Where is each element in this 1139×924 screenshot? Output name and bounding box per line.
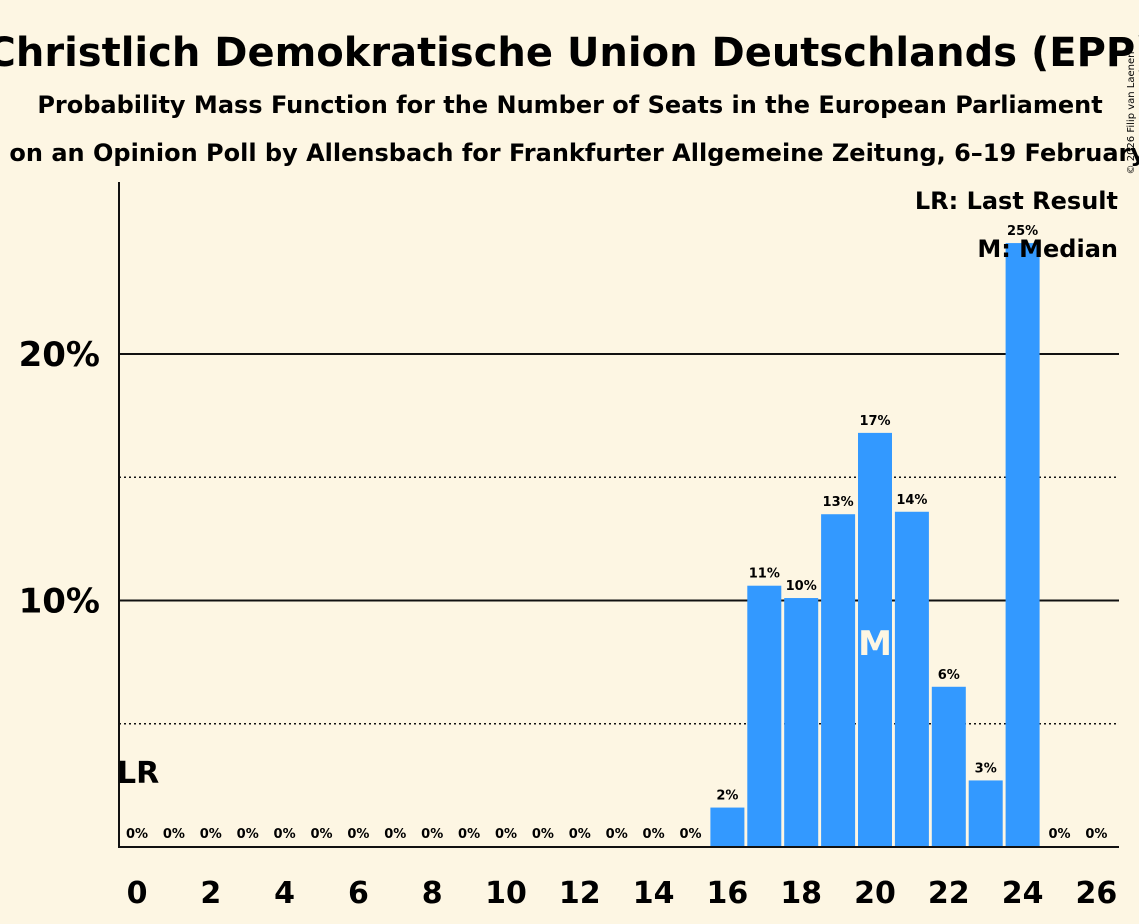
bar-label-seat-2: 0% xyxy=(200,827,222,842)
y-tick-10: 10% xyxy=(19,582,100,622)
bars xyxy=(710,243,1040,847)
last-result-marker: LR xyxy=(117,756,159,791)
y-tick-20: 20% xyxy=(19,335,100,375)
bar-seat-20 xyxy=(858,432,892,847)
x-tick-14: 14 xyxy=(633,876,675,911)
bar-label-seat-0: 0% xyxy=(126,827,148,842)
bar-label-seat-8: 0% xyxy=(421,827,443,842)
bar-seat-16 xyxy=(710,807,745,847)
x-tick-26: 26 xyxy=(1076,876,1118,911)
bar-label-seat-18: 10% xyxy=(786,579,817,594)
x-tick-18: 18 xyxy=(780,876,822,911)
x-tick-10: 10 xyxy=(485,876,527,911)
x-tick-labels: 0 2 4 6 8 10 12 14 16 18 20 22 24 26 xyxy=(127,876,1118,911)
bar-seat-19 xyxy=(821,514,856,847)
bar-label-seat-17: 11% xyxy=(749,567,780,582)
bar-label-seat-20: 17% xyxy=(859,414,890,429)
x-tick-22: 22 xyxy=(928,876,970,911)
bar-seat-18 xyxy=(784,598,819,847)
axes xyxy=(118,182,1119,848)
bar-label-seat-12: 0% xyxy=(569,827,591,842)
bar-label-seat-13: 0% xyxy=(606,827,628,842)
chart-source: Based on an Opinion Poll by Allensbach f… xyxy=(0,139,1139,167)
x-tick-16: 16 xyxy=(707,876,749,911)
x-tick-0: 0 xyxy=(127,876,148,911)
bar-seat-24 xyxy=(1005,243,1040,847)
bar-label-seat-5: 0% xyxy=(310,827,332,842)
bar-seat-23 xyxy=(968,780,1003,847)
legend-median: M: Median xyxy=(977,235,1118,263)
gridlines xyxy=(119,353,1119,725)
bar-label-seat-24: 25% xyxy=(1007,224,1038,239)
legend-last-result: LR: Last Result xyxy=(915,187,1118,215)
bar-label-seat-21: 14% xyxy=(896,493,927,508)
bar-label-seat-22: 6% xyxy=(938,668,960,683)
bar-seat-17 xyxy=(747,585,782,847)
x-tick-8: 8 xyxy=(422,876,443,911)
chart-subtitle: Probability Mass Function for the Number… xyxy=(37,91,1102,119)
bar-label-seat-9: 0% xyxy=(458,827,480,842)
x-tick-20: 20 xyxy=(854,876,896,911)
x-tick-2: 2 xyxy=(200,876,221,911)
x-tick-4: 4 xyxy=(274,876,295,911)
bar-label-seat-6: 0% xyxy=(347,827,369,842)
bar-seat-21 xyxy=(894,511,929,847)
bar-label-seat-19: 13% xyxy=(823,495,854,510)
bar-seat-22 xyxy=(931,686,966,847)
x-tick-6: 6 xyxy=(348,876,369,911)
y-tick-labels: 10% 20% xyxy=(19,335,100,622)
bar-label-seat-3: 0% xyxy=(237,827,259,842)
bar-label-seat-25: 0% xyxy=(1048,827,1070,842)
bar-label-seat-26: 0% xyxy=(1085,827,1107,842)
copyright: © 2026 Filip van Laenen xyxy=(1126,52,1137,175)
bar-label-seat-15: 0% xyxy=(679,827,701,842)
median-marker: M xyxy=(858,624,892,664)
bar-label-seat-14: 0% xyxy=(643,827,665,842)
bar-label-seat-4: 0% xyxy=(274,827,296,842)
bar-label-seat-1: 0% xyxy=(163,827,185,842)
x-tick-12: 12 xyxy=(559,876,601,911)
bar-label-seat-16: 2% xyxy=(716,789,738,804)
bar-label-seat-23: 3% xyxy=(975,761,997,776)
chart-title: Christlich Demokratische Union Deutschla… xyxy=(0,30,1139,76)
x-tick-24: 24 xyxy=(1002,876,1044,911)
bar-label-seat-7: 0% xyxy=(384,827,406,842)
bar-label-seat-11: 0% xyxy=(532,827,554,842)
bar-label-seat-10: 0% xyxy=(495,827,517,842)
bar-labels: 0% 0% 0% 0% 0% 0% 0% 0% 0% 0% 0% 0% 0% 0% 0% 0% 2% 11% 10%… xyxy=(126,224,1107,842)
